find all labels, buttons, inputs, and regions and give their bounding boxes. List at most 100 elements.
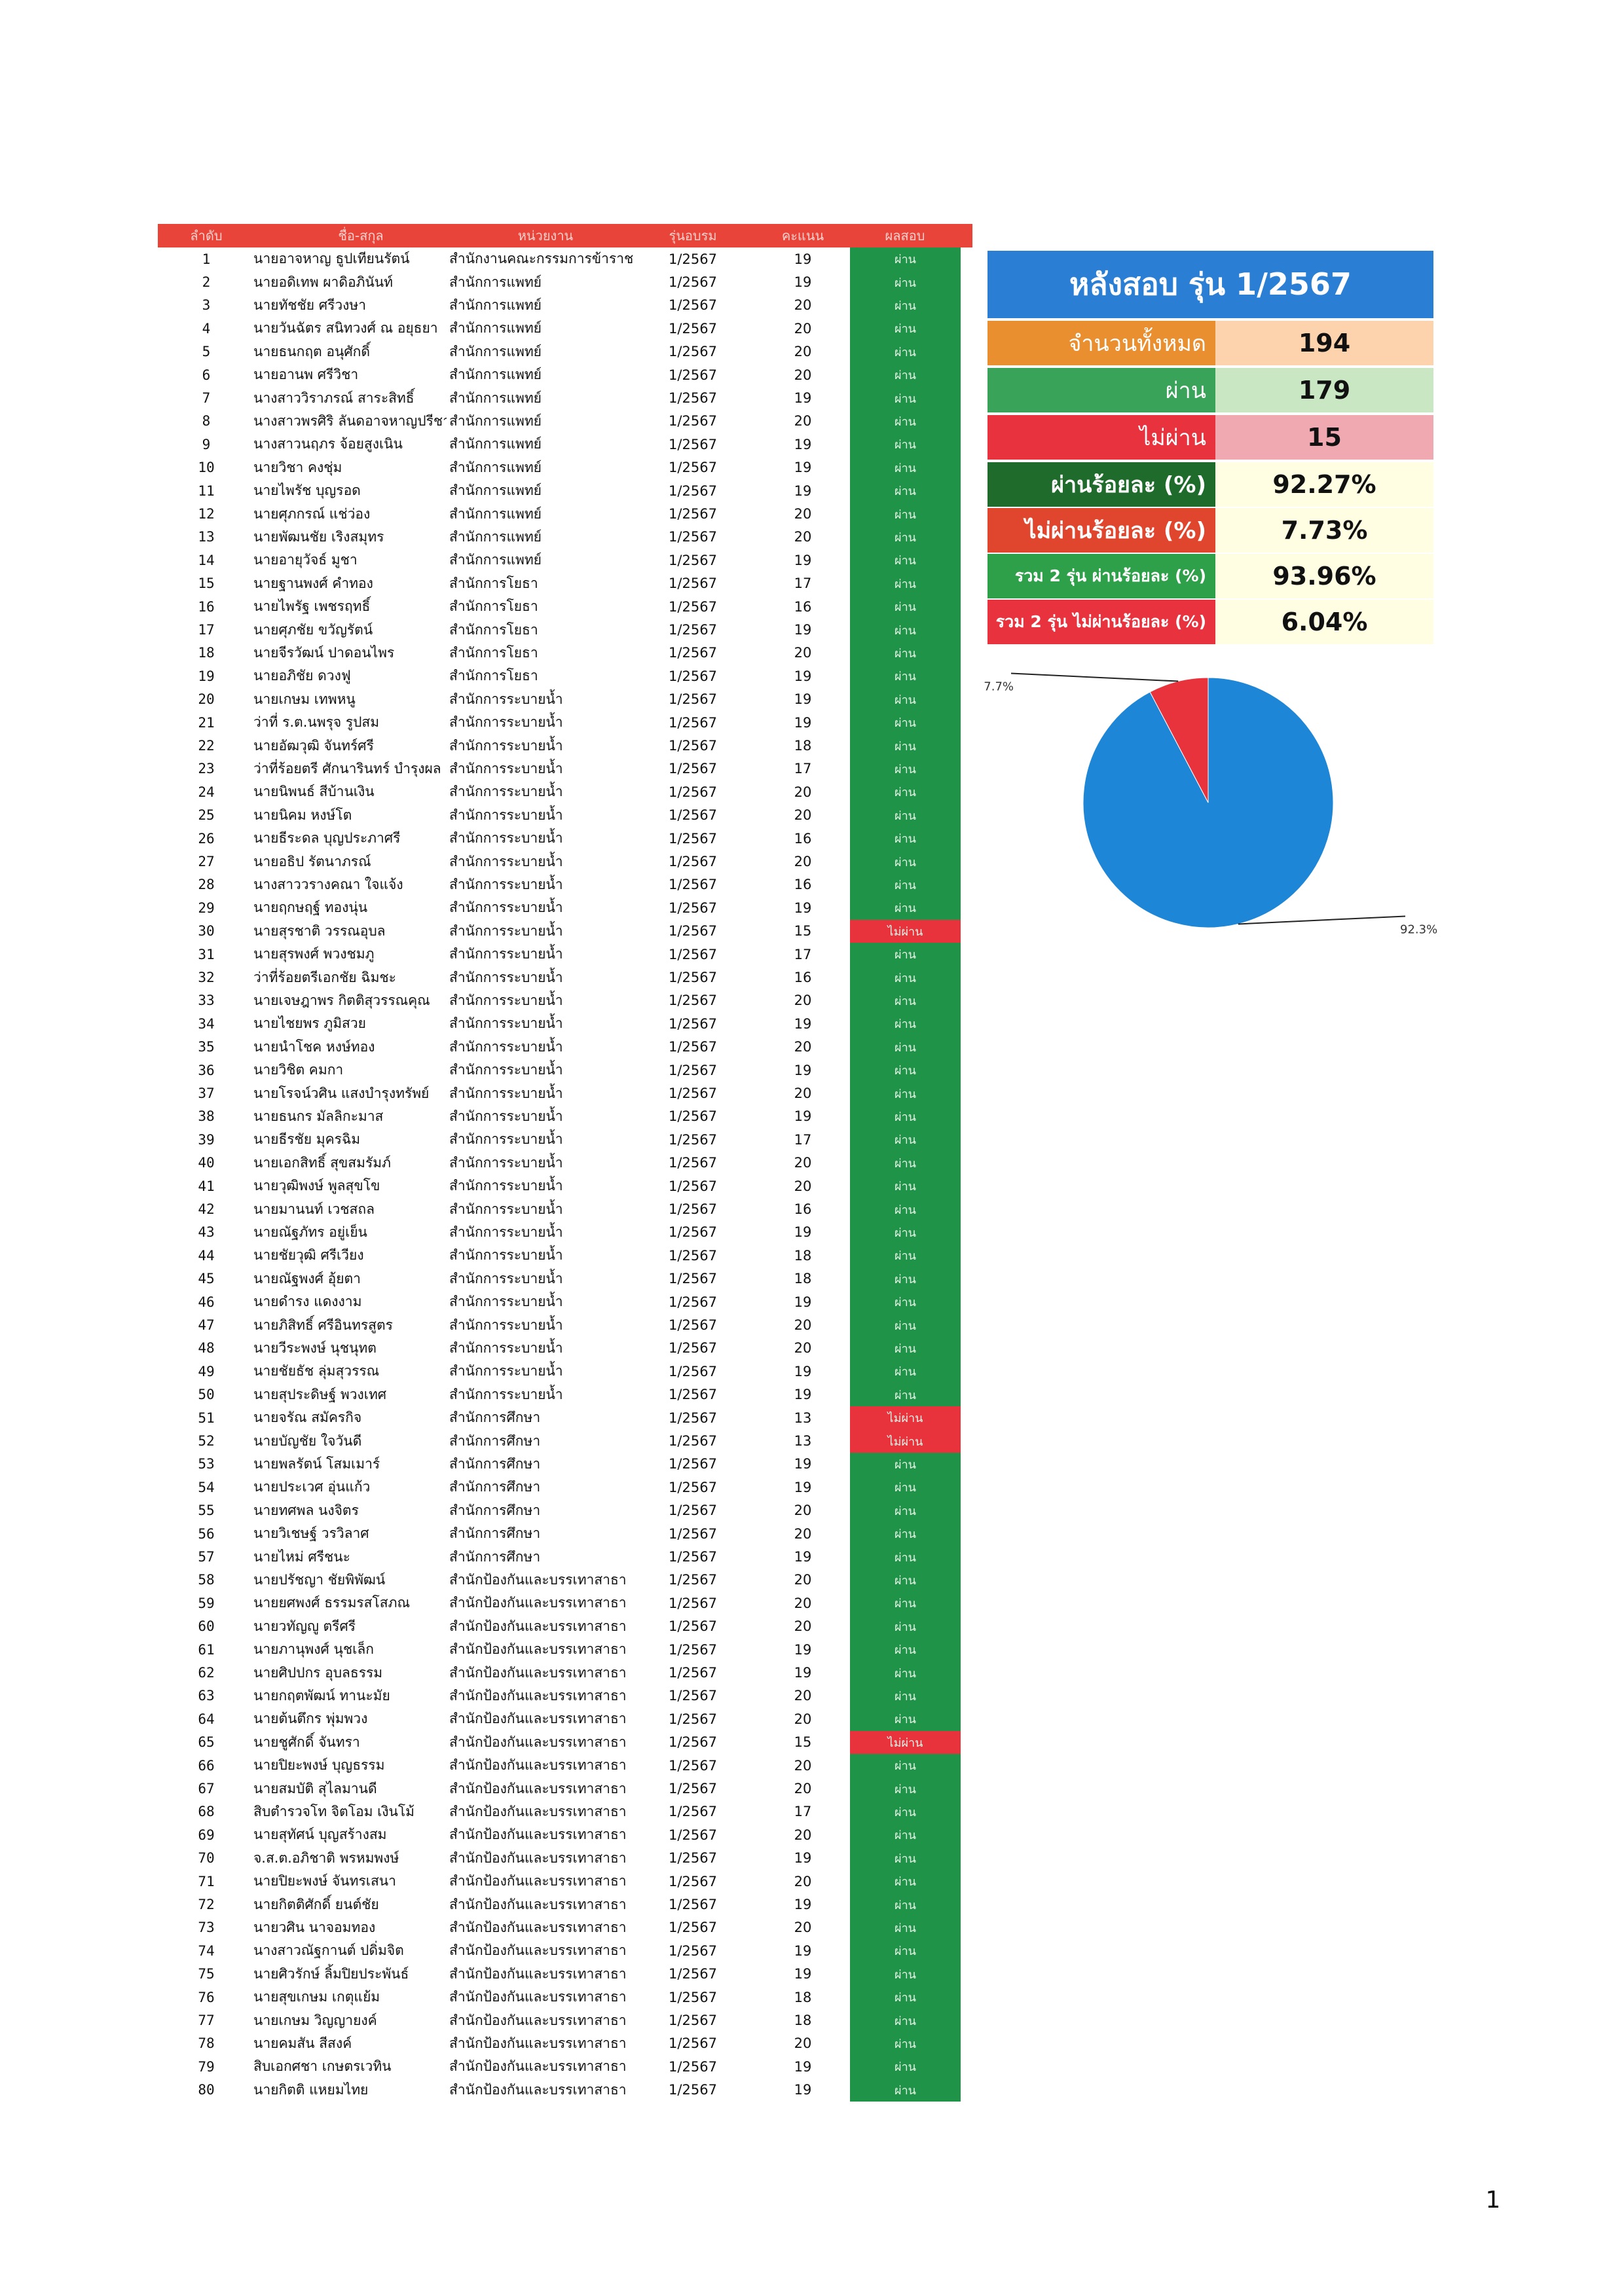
result-text: ผ่าน [895, 1249, 916, 1264]
table-cell: 58 [198, 1572, 215, 1588]
table-cell: 19 [794, 1850, 812, 1867]
result-cell-bg [850, 1661, 961, 1685]
result-cell-bg [850, 1406, 961, 1430]
table-cell: 1/2567 [669, 1294, 717, 1310]
result-cell-bg [850, 433, 961, 456]
table-cell: 1/2567 [669, 784, 717, 800]
table-cell: 17 [794, 946, 812, 962]
table-cell: 20 [794, 344, 812, 360]
result-cell-bg [850, 1777, 961, 1800]
table-cell: 1/2567 [669, 738, 717, 754]
result-text: ผ่าน [895, 948, 916, 962]
result-cell-bg [850, 1175, 961, 1198]
table-cell: 19 [794, 552, 812, 568]
table-cell: 57 [198, 1549, 215, 1565]
result-cell-bg [850, 1870, 961, 1893]
result-text: ผ่าน [895, 1527, 916, 1542]
result-cell-bg [850, 1754, 961, 1777]
table-cell: 19 [794, 274, 812, 291]
table-cell: 19 [794, 1294, 812, 1310]
table-cell: นายศิปปกร อุบลธรรม [253, 1664, 383, 1681]
table-cell: 1/2567 [669, 1503, 717, 1519]
table-cell: 34 [198, 1015, 215, 1032]
table-cell: 17 [794, 1131, 812, 1148]
result-text: ผ่าน [895, 530, 916, 545]
table-cell: 32 [198, 970, 215, 986]
table-cell: 20 [794, 1085, 812, 1102]
table-cell: 20 [794, 1572, 812, 1588]
result-cell-bg [850, 1197, 961, 1221]
table-cell: สำนักการระบายน้ำ [449, 1386, 563, 1402]
result-text: ผ่าน [895, 1620, 916, 1634]
table-cell: นายศุภชัย ขวัญรัตน์ [253, 621, 373, 638]
result-text: ผ่าน [895, 739, 916, 754]
table-cell: นายเอกสิทธิ์ สุขสมรัมภ์ [253, 1154, 391, 1171]
result-cell-bg [850, 1267, 961, 1290]
table-cell: 5 [202, 344, 211, 360]
table-cell: 1/2567 [669, 1433, 717, 1449]
table-cell: 61 [198, 1641, 215, 1658]
table-cell: นายกิตติศักดิ์ ยนต์ชัย [253, 1896, 379, 1912]
result-cell-bg [850, 479, 961, 503]
table-cell: 20 [794, 1781, 812, 1797]
summary-label: จำนวนทั้งหมด [987, 321, 1215, 365]
table-cell: สำนักป้องกันและบรรเทาสาธา [449, 1965, 627, 1982]
table-cell: 1/2567 [669, 552, 717, 568]
result-text: ผ่าน [895, 1203, 916, 1217]
table-cell: 39 [198, 1131, 215, 1148]
result-text: ผ่าน [895, 1666, 916, 1681]
result-text: ผ่าน [895, 1991, 916, 2005]
table-cell: 73 [198, 1920, 215, 1936]
table-cell: 1/2567 [669, 923, 717, 939]
table-cell: นายธนกร มัลลิกะมาส [253, 1108, 384, 1124]
table-cell: 60 [198, 1618, 215, 1635]
result-cell-bg [850, 595, 961, 619]
result-cell-bg [850, 711, 961, 735]
table-cell: 19 [794, 251, 812, 267]
table-cell: นายจรัณ สมัครกิจ [253, 1410, 362, 1426]
table-cell: สำนักการแพทย์ [449, 390, 542, 406]
table-cell: 14 [198, 552, 215, 568]
summary-value: 92.27% [1215, 462, 1433, 507]
table-cell: 19 [794, 390, 812, 407]
table-cell: 38 [198, 1108, 215, 1125]
table-cell: 17 [198, 622, 215, 638]
table-cell: 1/2567 [669, 854, 717, 870]
table-cell: 1/2567 [669, 320, 717, 337]
table-cell: 1/2567 [669, 1804, 717, 1820]
table-cell: 1/2567 [669, 622, 717, 638]
result-text: ผ่าน [895, 299, 916, 313]
result-text: ผ่าน [895, 1597, 916, 1611]
table-cell: 1/2567 [669, 1549, 717, 1565]
table-cell: 66 [198, 1757, 215, 1774]
table-cell: 1/2567 [669, 297, 717, 314]
table-cell: 1/2567 [669, 1363, 717, 1379]
result-cell-bg [850, 1059, 961, 1082]
table-cell: 1/2567 [669, 1595, 717, 1611]
result-cell-bg [850, 456, 961, 479]
table-cell: นายพลรัตน์ โสมเมาร์ [253, 1455, 380, 1472]
table-cell: 6 [202, 367, 211, 383]
result-text: ผ่าน [895, 1296, 916, 1310]
table-cell: นายประเวศ อุ่นแก้ว [253, 1479, 371, 1495]
table-cell: 19 [794, 1456, 812, 1472]
result-text: ผ่าน [895, 1643, 916, 1658]
table-cell: 17 [794, 1804, 812, 1820]
table-cell: นายวันฉัตร สนิทวงศ์ ณ อยุธยา [253, 320, 438, 337]
table-cell: 18 [794, 1989, 812, 2005]
table-cell: 19 [794, 691, 812, 708]
table-cell: 19 [794, 2058, 812, 2075]
table-cell: นายคมสัน สีสงค์ [253, 2035, 352, 2051]
result-cell-bg [850, 1638, 961, 1662]
table-cell: นายภิสิทธิ์ ศรีอินทรสูตร [253, 1317, 393, 1333]
result-text: ผ่าน [895, 1851, 916, 1866]
result-cell-bg [850, 919, 961, 943]
table-cell: นายนำโชค หงษ์ทอง [253, 1038, 375, 1055]
table-cell: 51 [198, 1410, 215, 1426]
table-cell: 76 [198, 1989, 215, 2005]
result-cell-bg [850, 2055, 961, 2079]
result-cell-bg [850, 1476, 961, 1499]
table-cell: นายนิคม หงษ์โต [253, 807, 352, 823]
result-cell-bg [850, 1823, 961, 1847]
table-cell: 20 [794, 1711, 812, 1727]
